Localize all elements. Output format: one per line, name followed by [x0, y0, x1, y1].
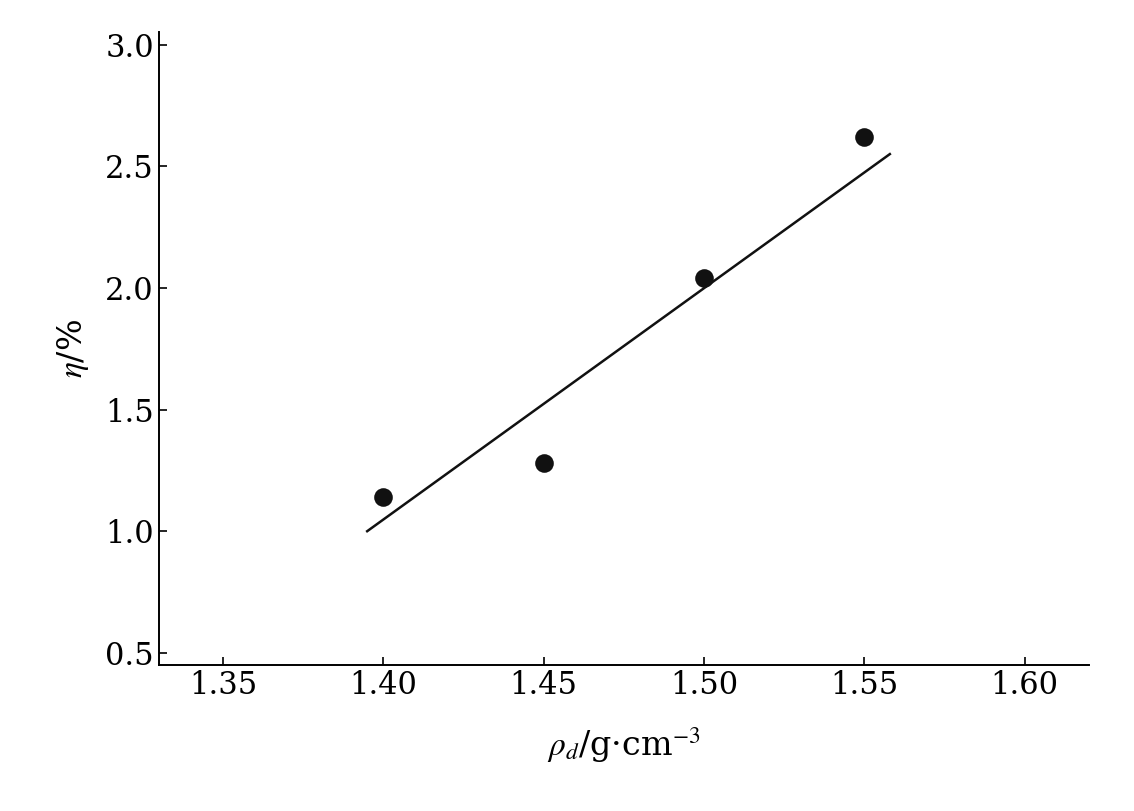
Point — [534, 457, 552, 470]
Y-axis label: $\eta$/%: $\eta$/% — [56, 320, 91, 378]
Point — [695, 272, 713, 285]
Point — [374, 491, 392, 504]
X-axis label: $\rho_d$/g·cm$^{-3}$: $\rho_d$/g·cm$^{-3}$ — [547, 726, 701, 766]
Point — [855, 131, 873, 144]
